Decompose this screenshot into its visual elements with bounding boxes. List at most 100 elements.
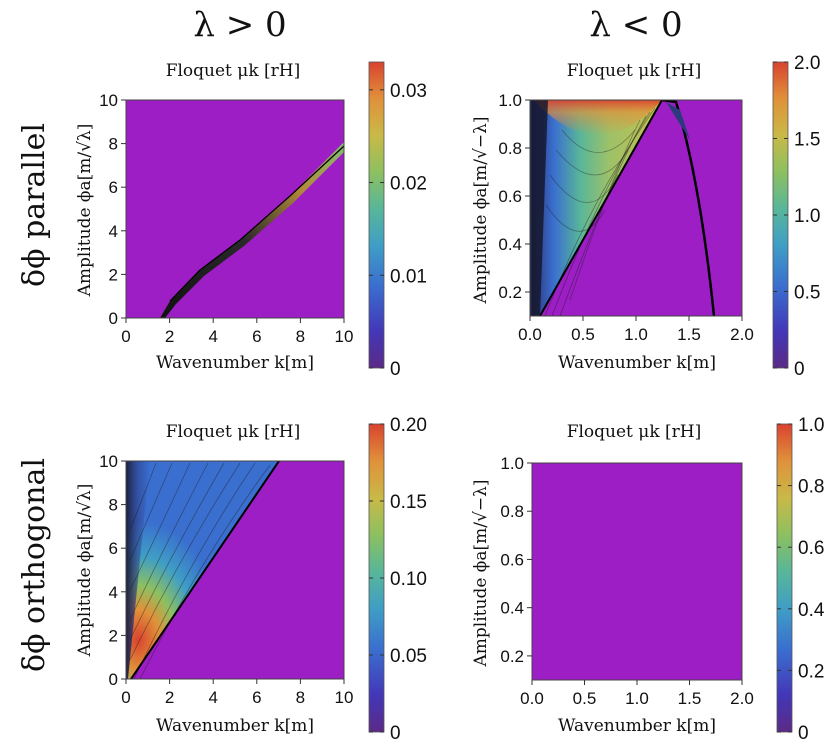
panel-title: Floquet μk [rH]	[567, 61, 702, 81]
y-tick-label: 8	[109, 496, 118, 515]
x-tick-label: 8	[296, 688, 305, 707]
colorbar-tick-label: 0.2	[798, 661, 824, 682]
colorbar-tick-label: 0.5	[794, 283, 820, 304]
y-tick-label: 2	[109, 265, 118, 284]
x-tick-label: 0	[121, 327, 130, 346]
y-tick-label: 10	[99, 91, 118, 110]
panel-top-right: Floquet μk [rH] 0.0 0.5 1.0 1.5 2.0 0.2 0.4 0.…	[471, 53, 820, 380]
y-axis-label: Amplitude ϕa[m/√−λ]	[471, 117, 491, 305]
y-axis-label: Amplitude ϕa[m/√λ]	[75, 484, 95, 658]
x-tick-label: 0.5	[571, 325, 595, 344]
x-ticks: 0.0 0.5 1.0 1.5 2.0	[518, 316, 754, 344]
x-tick-label: 2	[165, 688, 174, 707]
panel-title: Floquet μk [rH]	[166, 61, 301, 81]
colorbar-tick-label: 0.10	[390, 569, 427, 590]
colorbar-tick-label: 0.15	[390, 492, 427, 513]
plot-area	[126, 100, 344, 318]
row-title-top: δϕ parallel	[17, 123, 52, 287]
plot-frame	[125, 460, 345, 680]
y-ticks: 0.2 0.4 0.6 0.8 1.0	[500, 454, 532, 666]
colorbar	[368, 61, 385, 369]
column-title-right: λ < 0	[589, 5, 682, 45]
colorbar-tick-label: 0.8	[798, 477, 824, 498]
y-tick-label: 0.8	[500, 502, 524, 521]
colorbar-tick-label: 0.03	[390, 81, 427, 102]
colorbar-ticks: 0 0.01 0.02 0.03	[369, 81, 427, 380]
plot-area	[532, 463, 742, 680]
x-tick-label: 4	[208, 327, 217, 346]
panel-bottom-right: Floquet μk [rH] 0.0 0.5 1.0 1.5 2.0 0.20.40.…	[471, 415, 825, 744]
x-tick-label: 0.0	[518, 325, 542, 344]
y-tick-label: 0.4	[498, 235, 522, 254]
y-tick-label: 0.6	[498, 187, 522, 206]
x-axis-label: Wavenumber k[m]	[156, 716, 314, 736]
band-contour	[169, 145, 345, 302]
x-tick-label: 0.5	[573, 689, 597, 708]
y-tick-label: 2	[109, 626, 118, 645]
x-tick-label: 1.0	[624, 325, 648, 344]
y-tick-label: 10	[99, 452, 118, 471]
colorbar-tick-label: 0	[794, 359, 805, 380]
row-title-bottom: δϕ orthogonal	[17, 458, 52, 672]
x-axis-label: Wavenumber k[m]	[558, 353, 716, 373]
column-title-left: λ > 0	[193, 5, 286, 45]
y-tick-label: 6	[109, 539, 118, 558]
x-tick-label: 2	[165, 327, 174, 346]
x-tick-label: 2.0	[730, 689, 754, 708]
y-axis-label: Amplitude ϕa[m/√λ]	[75, 124, 95, 298]
x-tick-label: 10	[335, 688, 354, 707]
x-tick-label: 0	[121, 688, 130, 707]
y-tick-label: 0.2	[500, 647, 524, 666]
x-axis-label: Wavenumber k[m]	[156, 353, 314, 373]
y-tick-label: 4	[109, 583, 118, 602]
colorbar-tick-label: 0	[390, 723, 401, 744]
colorbar-tick-label: 0	[390, 359, 401, 380]
colorbar-tick-label: 0.01	[390, 266, 427, 287]
y-tick-label: 0	[109, 309, 118, 328]
colorbar-tick-label: 0.02	[390, 174, 427, 195]
colorbar-tick-label: 1.0	[798, 415, 824, 436]
colorbar-tick-label: 0.05	[390, 646, 427, 667]
x-ticks: 0.0 0.5 1.0 1.5 2.0	[520, 680, 754, 708]
colorbar-ticks: 0 0.05 0.10 0.15 0.20	[369, 415, 427, 744]
instability-region	[126, 461, 280, 679]
y-tick-label: 0	[109, 670, 118, 689]
colorbar-ticks: 0 0.5 1.0 1.5 2.0	[773, 53, 820, 380]
y-tick-label: 0.8	[498, 139, 522, 158]
panel-title: Floquet μk [rH]	[166, 422, 301, 442]
panel-top-left: Floquet μk [rH] 0 2 4 6 8 10 0 2 4 6 8 10 Wavenumb…	[75, 61, 427, 380]
colorbar-tick-label: 0.20	[390, 415, 427, 436]
colorbar	[776, 423, 793, 733]
colorbar-tick-label: 0	[798, 723, 809, 744]
panel-bottom-left: Floquet μk [rH] 0 2 4 6 8 10 0 2 4 6 8 10 Wavenumb…	[75, 415, 427, 744]
x-tick-label: 8	[296, 327, 305, 346]
y-tick-label: 1.0	[500, 454, 524, 473]
colorbar-tick-label: 1.5	[794, 130, 820, 151]
y-tick-label: 6	[109, 178, 118, 197]
colorbar-tick-label: 2.0	[794, 53, 820, 74]
x-tick-label: 2.0	[730, 325, 754, 344]
x-tick-label: 0.0	[520, 689, 544, 708]
colorbar-ticks: 0 0.2 0.4 0.6 0.8 1.0	[777, 415, 825, 744]
y-tick-label: 0.4	[500, 599, 524, 618]
colorbar-tick-label: 0.6	[798, 538, 824, 559]
x-tick-label: 6	[252, 327, 261, 346]
x-ticks: 0 2 4 6 8 10	[121, 318, 353, 346]
x-tick-label: 10	[335, 327, 354, 346]
x-ticks: 0 2 4 6 8 10	[121, 679, 353, 707]
y-tick-label: 0.2	[498, 283, 522, 302]
x-tick-label: 1.5	[677, 325, 701, 344]
y-axis-label: Amplitude ϕa[m/√−λ]	[471, 480, 491, 668]
y-tick-label: 8	[109, 135, 118, 154]
y-ticks: 0 2 4 6 8 10	[99, 91, 126, 328]
instability-region	[530, 100, 716, 316]
x-tick-label: 4	[208, 688, 217, 707]
y-ticks: 0.2 0.4 0.6 0.8 1.0	[498, 91, 530, 302]
y-tick-label: 0.6	[500, 550, 524, 569]
x-tick-label: 1.0	[625, 689, 649, 708]
y-tick-label: 4	[109, 222, 118, 241]
plot-frame	[125, 99, 345, 319]
x-tick-label: 1.5	[678, 689, 702, 708]
y-ticks: 0 2 4 6 8 10	[99, 452, 126, 689]
